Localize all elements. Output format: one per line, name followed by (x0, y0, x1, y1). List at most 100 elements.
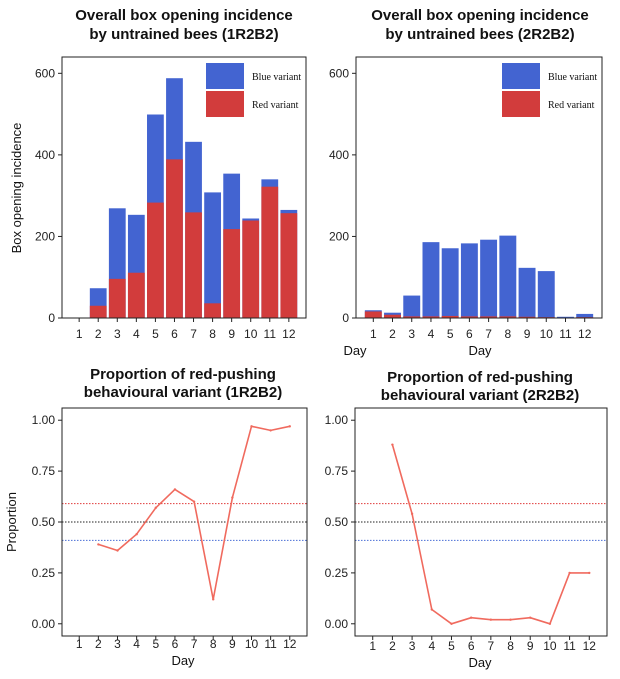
data-point-day-10 (250, 425, 253, 428)
data-point-day-11 (568, 571, 571, 575)
y-tick-label: 0.00 (325, 617, 349, 631)
data-point-day-12 (288, 425, 291, 428)
x-tick-label: 9 (228, 327, 235, 341)
data-point-day-7 (489, 618, 493, 621)
chart-title-line1: Overall box opening incidence (75, 7, 293, 24)
chart-title-line2: by untrained bees (1R2B2) (89, 26, 278, 43)
y-tick-label: 0.50 (32, 515, 56, 529)
red-bar-day-9 (518, 316, 536, 318)
legend-label: Red variant (548, 100, 595, 111)
x-tick-label: 5 (447, 327, 454, 341)
x-tick-label: 7 (191, 637, 198, 651)
x-tick-label: 3 (114, 637, 121, 651)
data-point-day-8 (509, 618, 512, 621)
x-tick-label: 12 (583, 639, 597, 653)
data-point-day-3 (116, 549, 119, 552)
x-tick-label: 7 (488, 639, 495, 653)
x-tick-label: 4 (428, 639, 435, 653)
x-axis-label: Day (171, 653, 195, 668)
blue-bar-day-3 (403, 295, 421, 318)
data-point-day-9 (231, 496, 234, 499)
data-point-day-2 (97, 543, 100, 546)
y-tick-label: 0.50 (325, 515, 349, 529)
blue-bar-day-5 (441, 248, 459, 318)
x-tick-label: 5 (448, 639, 455, 653)
blue-bar-day-11 (557, 316, 574, 318)
red-bar-day-4 (127, 272, 145, 318)
x-tick-label: 8 (209, 327, 216, 341)
x-tick-label: 9 (524, 327, 531, 341)
blue-bar-day-4 (422, 242, 440, 318)
proportion-line (98, 425, 290, 601)
x-tick-label: 8 (507, 639, 514, 653)
data-point-day-3 (410, 512, 414, 516)
blue-bar-day-9 (518, 267, 536, 318)
legend-label: Blue variant (252, 72, 301, 83)
x-tick-label: 2 (389, 639, 396, 653)
red-bar-day-7 (185, 212, 202, 318)
x-tick-label: 12 (578, 327, 592, 341)
y-tick-label: 0.00 (32, 617, 56, 631)
x-tick-label: 6 (172, 637, 179, 651)
y-tick-label: 0 (342, 311, 349, 325)
x-tick-label: 4 (133, 327, 140, 341)
data-point-day-2 (391, 443, 394, 446)
red-bar-day-5 (147, 202, 164, 318)
y-tick-label: 0 (48, 311, 55, 325)
chart-title-line1: Overall box opening incidence (371, 7, 589, 24)
data-point-day-11 (269, 429, 272, 432)
red-bar-day-1 (364, 311, 382, 318)
chart-panel-1: Overall box opening incidence by untraine… (9, 7, 367, 358)
red-bar-day-11 (261, 186, 279, 318)
red-bar-day-6 (460, 316, 478, 318)
data-point-day-12 (588, 571, 591, 575)
data-point-day-6 (469, 616, 473, 619)
data-point-day-8 (212, 598, 215, 601)
y-axis-label: Proportion (4, 492, 19, 552)
red-bar-day-3 (403, 316, 421, 318)
x-tick-label: 10 (540, 327, 554, 341)
data-point-day-9 (529, 616, 532, 619)
x-tick-label: 8 (210, 637, 217, 651)
x-tick-label: 3 (408, 327, 415, 341)
x-tick-label: 2 (95, 327, 102, 341)
red-bar-day-9 (223, 229, 241, 318)
plot-border (61, 56, 307, 319)
legend-swatch-red (502, 91, 540, 117)
y-axis-label: Box opening incidence (9, 123, 24, 254)
blue-bar-day-7 (480, 239, 498, 318)
data-point-day-7 (192, 500, 196, 503)
legend-swatch-blue (502, 63, 540, 89)
x-tick-label: 1 (369, 639, 376, 653)
x-tick-label: 11 (264, 637, 277, 651)
red-bar-day-2 (89, 305, 107, 318)
red-bar-day-3 (108, 278, 126, 318)
x-tick-label: 10 (543, 639, 557, 653)
x-tick-label: 6 (466, 327, 473, 341)
chart-panel-2: Overall box opening incidence by untraine… (329, 7, 603, 358)
x-axis-label: Day (343, 343, 367, 358)
x-tick-label: 4 (428, 327, 435, 341)
chart-title-line2: by untrained bees (2R2B2) (385, 26, 574, 43)
legend-label: Red variant (252, 100, 299, 111)
y-tick-label: 1.00 (32, 413, 56, 427)
x-tick-label: 12 (283, 637, 297, 651)
y-tick-label: 200 (329, 229, 349, 243)
red-bar-day-6 (166, 159, 183, 318)
chart-title-line2: behavioural variant (1R2B2) (84, 384, 282, 401)
x-tick-label: 2 (95, 637, 102, 651)
blue-bar-day-12 (576, 313, 594, 318)
data-point-day-4 (430, 608, 433, 611)
y-tick-label: 600 (35, 66, 55, 80)
red-bar-day-7 (480, 316, 498, 318)
x-tick-label: 4 (133, 637, 140, 651)
red-bar-day-5 (441, 315, 459, 318)
x-tick-label: 1 (76, 327, 83, 341)
x-tick-label: 1 (76, 637, 83, 651)
x-tick-label: 12 (282, 327, 296, 341)
red-bar-day-8 (499, 316, 517, 318)
blue-bar-day-10 (537, 271, 555, 318)
x-tick-label: 1 (370, 327, 377, 341)
x-tick-label: 11 (559, 327, 572, 341)
